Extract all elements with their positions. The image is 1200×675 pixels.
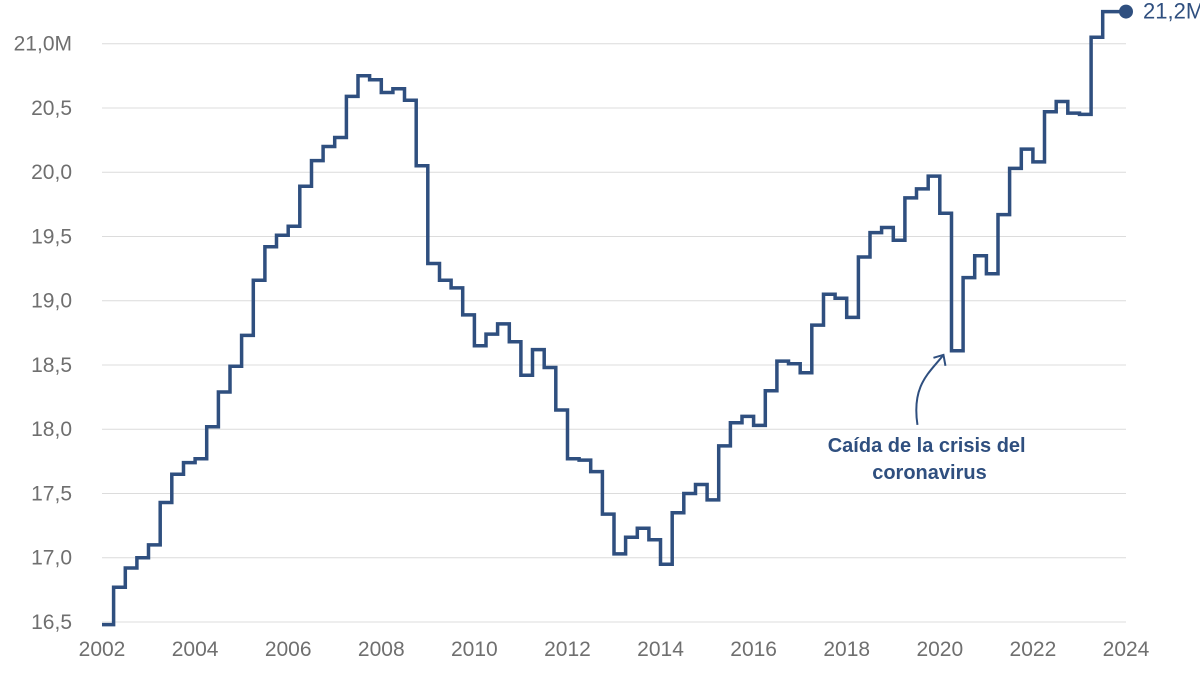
x-tick-label: 2006 [265, 638, 312, 661]
y-tick-label: 21,0M [14, 33, 72, 56]
y-tick-label: 19,0 [31, 290, 72, 313]
annotation-arrow-head [933, 353, 947, 367]
y-tick-label: 20,0 [31, 161, 72, 184]
x-tick-label: 2020 [916, 638, 963, 661]
x-axis-tick-labels: 2002 2004 2006 2008 2010 2012 2014 2016 2018 2020… [79, 638, 1150, 661]
series-line [102, 9, 1126, 627]
annotation-line-1: Caída de la crisis del [828, 435, 1026, 457]
x-tick-label: 2018 [823, 638, 870, 661]
end-point-marker [1119, 4, 1133, 19]
x-tick-label: 2022 [1010, 638, 1057, 661]
y-gridlines [102, 43, 1126, 623]
y-tick-label: 18,5 [31, 354, 72, 377]
y-tick-label: 17,0 [31, 547, 72, 570]
x-tick-label: 2014 [637, 638, 684, 661]
x-tick-label: 2004 [172, 638, 219, 661]
x-tick-label: 2016 [730, 638, 777, 661]
annotation-line-2: coronavirus [872, 462, 986, 484]
x-tick-label: 2008 [358, 638, 405, 661]
annotation-arrow [915, 354, 945, 425]
y-axis-tick-labels: 16,5 17,0 17,5 18,0 18,5 19,0 19,5 20,0 20,5 21,0… [14, 33, 72, 634]
x-tick-label: 2012 [544, 638, 591, 661]
x-tick-label: 2002 [79, 638, 126, 661]
y-tick-label: 17,5 [31, 482, 72, 505]
y-tick-label: 20,5 [31, 97, 72, 120]
x-tick-label: 2024 [1103, 638, 1150, 661]
y-tick-label: 16,5 [31, 611, 72, 634]
y-tick-label: 18,0 [31, 418, 72, 441]
annotation-text: Caída de la crisis del coronavirus [828, 435, 1031, 484]
y-tick-label: 19,5 [31, 225, 72, 248]
end-value-label: 21,2M [1143, 0, 1200, 24]
x-tick-label: 2010 [451, 638, 498, 661]
